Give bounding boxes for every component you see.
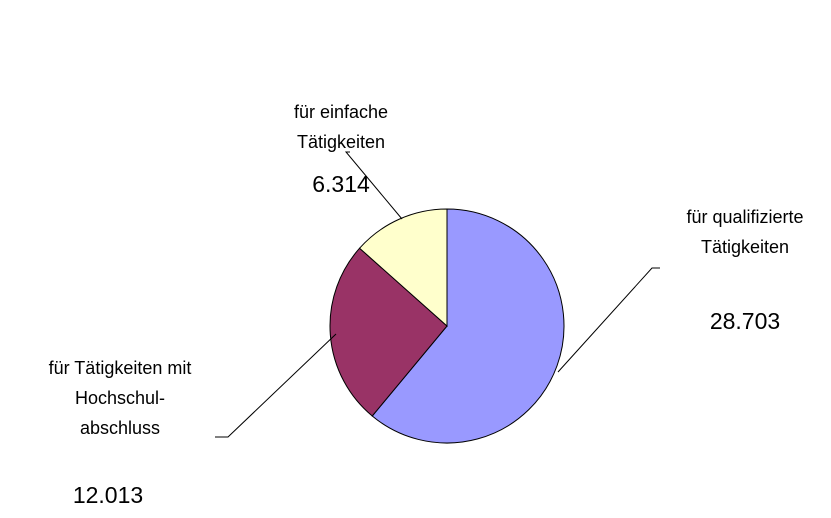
pie-slice — [329, 247, 448, 417]
leader-line — [215, 333, 337, 438]
value-label: 28.703 — [710, 308, 780, 334]
value-label: 12.013 — [73, 482, 143, 508]
leader-line — [344, 151, 403, 220]
leader-line — [557, 267, 660, 373]
slice-label: für qualifizierte Tätigkeiten — [686, 207, 803, 257]
slice-label: für Tätigkeiten mit Hochschul-abschluss — [49, 358, 192, 438]
pie-slice — [371, 208, 565, 444]
value-label: 6.314 — [312, 171, 370, 197]
pie-slice — [358, 208, 448, 328]
slice-label: für einfache Tätigkeiten — [294, 102, 388, 152]
